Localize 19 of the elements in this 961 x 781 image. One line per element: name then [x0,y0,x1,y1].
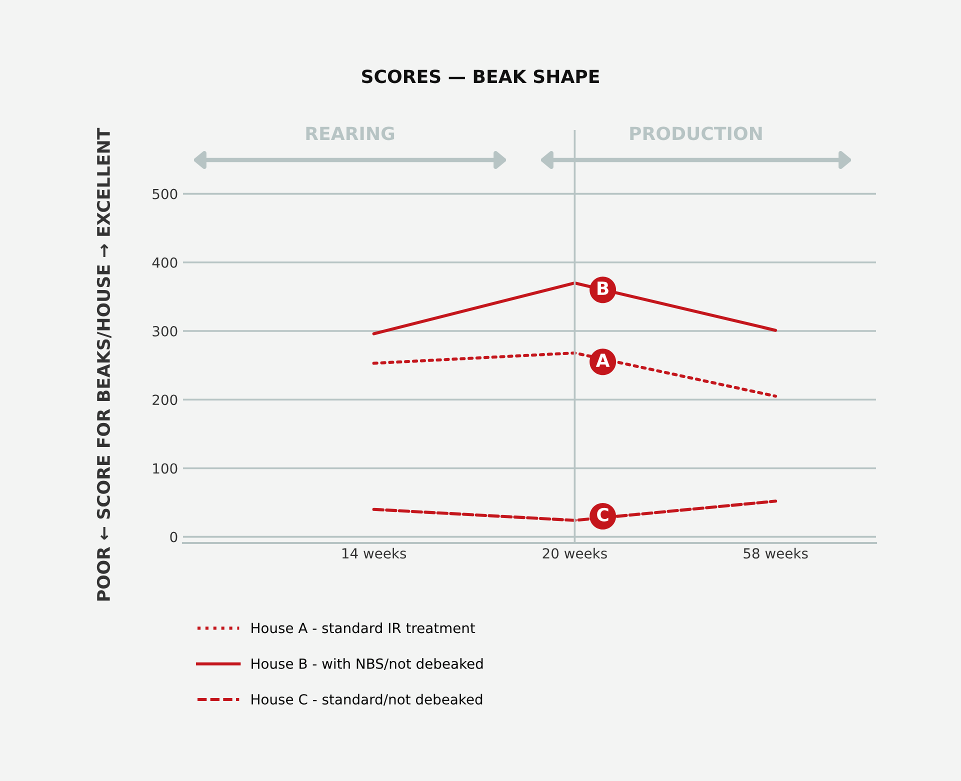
annotation: PRODUCTION [630,126,762,140]
legend-label: House B - with NBS/not debeaked [252,658,483,670]
legend-label: House C - standard/not debeaked [252,694,482,706]
annotation: A [596,354,610,367]
y-tick-label: 500 [152,188,178,200]
annotation: REARING [306,126,394,140]
y-tick-label: 200 [152,394,178,406]
annotation: B [598,282,608,295]
y-tick-label: 100 [153,463,178,474]
x-tick-label: 20 weeks [542,548,607,559]
y-tick-label: 0 [170,532,178,542]
y-axis-title: POOR ← SCORE FOR BEAKS/HOUSE → EXCELLENT [96,128,112,601]
x-tick-label: 58 weeks [744,548,808,559]
chart-title: SCORES — BEAK SHAPE [362,70,599,84]
x-tick-label: 14 weeks [342,548,406,559]
y-tick-label: 300 [152,326,178,336]
y-tick-label: 400 [152,257,178,268]
legend-label: House A - standard IR treatment [252,622,476,634]
annotation: C [597,508,608,522]
